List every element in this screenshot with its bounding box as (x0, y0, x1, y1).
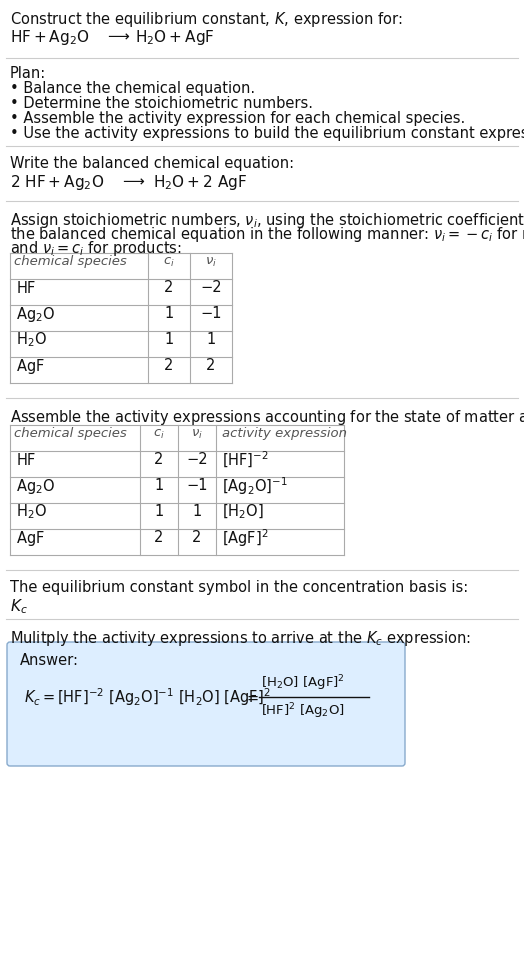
Text: $\nu_i$: $\nu_i$ (205, 256, 217, 269)
Text: 2: 2 (206, 359, 216, 373)
Text: $\mathregular{[HF]^{2}\ [Ag_2O]}$: $\mathregular{[HF]^{2}\ [Ag_2O]}$ (261, 701, 345, 721)
Text: Plan:: Plan: (10, 66, 46, 81)
Text: −2: −2 (200, 280, 222, 296)
Text: $K_c$: $K_c$ (10, 597, 28, 615)
FancyBboxPatch shape (7, 642, 405, 766)
Text: $\mathregular{HF + Ag_2O}$: $\mathregular{HF + Ag_2O}$ (10, 28, 90, 47)
Text: Mulitply the activity expressions to arrive at the $K_c$ expression:: Mulitply the activity expressions to arr… (10, 629, 471, 648)
Text: activity expression: activity expression (222, 428, 347, 440)
Text: the balanced chemical equation in the following manner: $\nu_i = -c_i$ for react: the balanced chemical equation in the fo… (10, 225, 524, 244)
Text: 1: 1 (165, 306, 173, 322)
Text: and $\nu_i = c_i$ for products:: and $\nu_i = c_i$ for products: (10, 239, 182, 258)
Text: $\mathregular{H_2O}$: $\mathregular{H_2O}$ (16, 502, 47, 522)
Text: chemical species: chemical species (14, 256, 127, 269)
Text: −1: −1 (186, 478, 208, 494)
Text: $K_c = \mathregular{[HF]^{-2}\ [Ag_2O]^{-1}\ [H_2O]\ [AgF]^{2}}$: $K_c = \mathregular{[HF]^{-2}\ [Ag_2O]^{… (24, 686, 270, 708)
Text: Assign stoichiometric numbers, $\nu_i$, using the stoichiometric coefficients, $: Assign stoichiometric numbers, $\nu_i$, … (10, 211, 524, 230)
Text: $\mathregular{HF}$: $\mathregular{HF}$ (16, 280, 37, 296)
Text: $\mathregular{\longrightarrow}$: $\mathregular{\longrightarrow}$ (120, 173, 146, 188)
Text: 2: 2 (154, 530, 163, 545)
Text: $\mathregular{2\ HF + Ag_2O}$: $\mathregular{2\ HF + Ag_2O}$ (10, 173, 104, 192)
Text: $\mathregular{AgF}$: $\mathregular{AgF}$ (16, 528, 45, 547)
Text: $\mathregular{[Ag_2O]^{-1}}$: $\mathregular{[Ag_2O]^{-1}}$ (222, 475, 288, 497)
Text: 1: 1 (192, 504, 202, 520)
Text: The equilibrium constant symbol in the concentration basis is:: The equilibrium constant symbol in the c… (10, 580, 468, 595)
Text: −2: −2 (186, 453, 208, 468)
Text: $\mathregular{H_2O + AgF}$: $\mathregular{H_2O + AgF}$ (135, 28, 214, 47)
Text: $\mathregular{Ag_2O}$: $\mathregular{Ag_2O}$ (16, 477, 55, 496)
Text: $c_i$: $c_i$ (153, 428, 165, 440)
Text: 2: 2 (165, 359, 173, 373)
Text: • Assemble the activity expression for each chemical species.: • Assemble the activity expression for e… (10, 111, 465, 126)
Text: 2: 2 (192, 530, 202, 545)
Text: −1: −1 (200, 306, 222, 322)
Text: 2: 2 (165, 280, 173, 296)
Text: 2: 2 (154, 453, 163, 468)
Text: • Determine the stoichiometric numbers.: • Determine the stoichiometric numbers. (10, 96, 313, 111)
Text: Answer:: Answer: (20, 653, 79, 668)
Text: chemical species: chemical species (14, 428, 127, 440)
Text: 1: 1 (165, 332, 173, 347)
Text: $\mathregular{[H_2O]}$: $\mathregular{[H_2O]}$ (222, 502, 264, 522)
Text: $\mathregular{HF}$: $\mathregular{HF}$ (16, 452, 37, 468)
Text: 1: 1 (206, 332, 215, 347)
Text: $\mathregular{Ag_2O}$: $\mathregular{Ag_2O}$ (16, 304, 55, 323)
Text: • Use the activity expressions to build the equilibrium constant expression.: • Use the activity expressions to build … (10, 126, 524, 141)
Text: $\mathregular{\longrightarrow}$: $\mathregular{\longrightarrow}$ (105, 28, 131, 43)
Text: Assemble the activity expressions accounting for the state of matter and $\nu_i$: Assemble the activity expressions accoun… (10, 408, 524, 427)
Text: $\mathregular{AgF}$: $\mathregular{AgF}$ (16, 357, 45, 375)
Text: 1: 1 (155, 478, 163, 494)
Text: • Balance the chemical equation.: • Balance the chemical equation. (10, 81, 255, 96)
Text: $=$: $=$ (244, 689, 259, 704)
Text: $\nu_i$: $\nu_i$ (191, 428, 203, 440)
Text: $\mathregular{H_2O}$: $\mathregular{H_2O}$ (16, 331, 47, 349)
Text: $c_i$: $c_i$ (163, 256, 175, 269)
Text: $\mathregular{[HF]^{-2}}$: $\mathregular{[HF]^{-2}}$ (222, 450, 268, 470)
Text: $\mathregular{[AgF]^{2}}$: $\mathregular{[AgF]^{2}}$ (222, 527, 269, 549)
Text: $\mathregular{H_2O + 2\ AgF}$: $\mathregular{H_2O + 2\ AgF}$ (153, 173, 247, 192)
Text: Write the balanced chemical equation:: Write the balanced chemical equation: (10, 156, 294, 171)
Text: $\mathregular{[H_2O]\ [AgF]^{2}}$: $\mathregular{[H_2O]\ [AgF]^{2}}$ (261, 673, 345, 693)
Text: 1: 1 (155, 504, 163, 520)
Text: Construct the equilibrium constant, $K$, expression for:: Construct the equilibrium constant, $K$,… (10, 10, 402, 29)
